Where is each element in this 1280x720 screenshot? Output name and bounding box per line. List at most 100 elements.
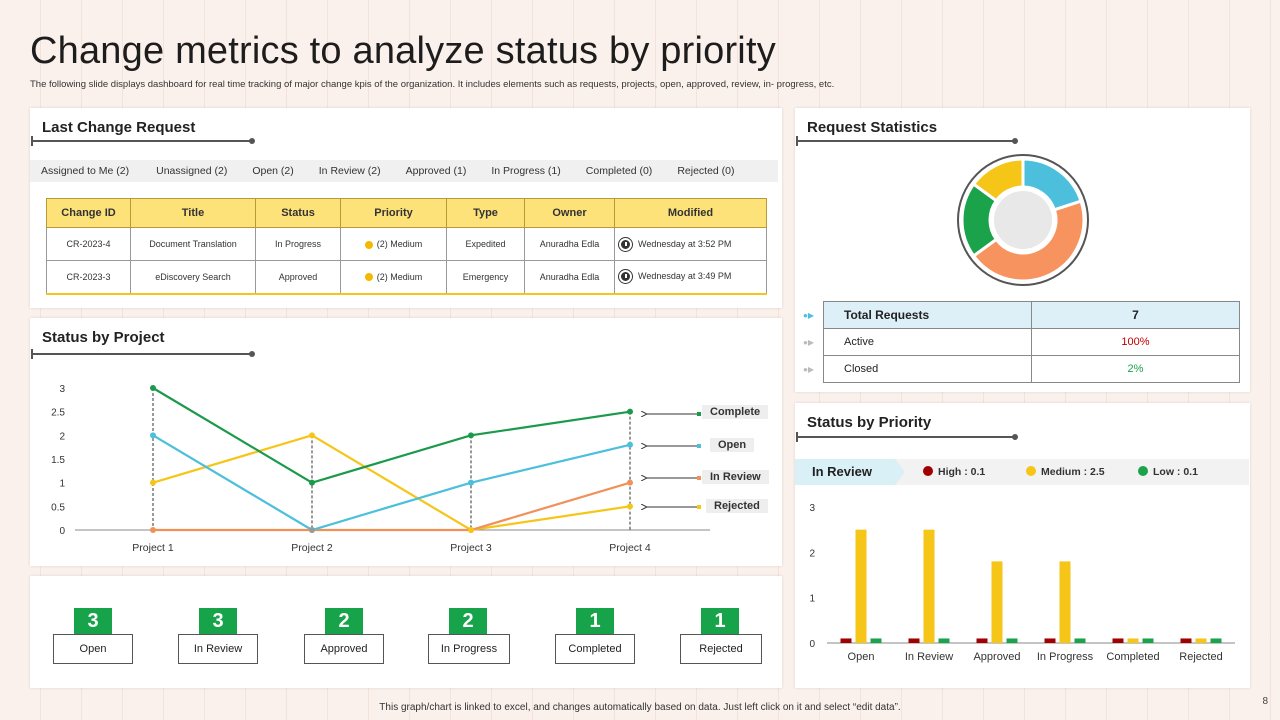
priority-label: (2) Medium bbox=[376, 239, 423, 249]
tab-assigned-to-me[interactable]: Assigned to Me (2) bbox=[41, 165, 130, 177]
low-dot-icon bbox=[1138, 466, 1148, 476]
bar-low bbox=[1210, 638, 1222, 643]
data-point bbox=[150, 385, 156, 391]
table-header-row: Change ID Title Status Priority Type Own… bbox=[46, 198, 767, 228]
data-point bbox=[150, 432, 156, 439]
table-row[interactable]: CR-2023-3 eDiscovery Search Approved (2)… bbox=[46, 260, 767, 295]
data-point bbox=[150, 527, 156, 533]
y-tick-label: 0 bbox=[809, 639, 815, 650]
col-change-id[interactable]: Change ID bbox=[46, 198, 131, 228]
bar-low bbox=[938, 638, 950, 643]
status-tiles-panel: 3 Open 3 In Review 2 Approved 2 In Progr… bbox=[30, 576, 782, 688]
cell-title: Document Translation bbox=[130, 227, 256, 261]
page-title: Change metrics to analyze status by prio… bbox=[30, 30, 776, 72]
callout-rejected: Rejected bbox=[706, 499, 768, 513]
x-tick-label: Completed bbox=[1106, 651, 1159, 663]
status-by-priority-title: Status by Priority bbox=[807, 414, 932, 431]
active-label: Active bbox=[823, 328, 1032, 356]
priority-tag[interactable]: In Review bbox=[795, 459, 905, 485]
data-point bbox=[309, 527, 315, 533]
callout-marker bbox=[697, 412, 701, 416]
bar-high bbox=[840, 638, 852, 643]
col-priority[interactable]: Priority bbox=[340, 198, 447, 228]
legend-label: High : 0.1 bbox=[938, 466, 986, 478]
bar-low bbox=[1074, 638, 1086, 643]
bar-medium bbox=[855, 529, 867, 643]
y-tick-label: 1 bbox=[809, 594, 815, 605]
legend-label: Low : 0.1 bbox=[1153, 466, 1198, 478]
col-modified[interactable]: Modified bbox=[614, 198, 767, 228]
bar-low bbox=[870, 638, 882, 643]
cell-change-id: CR-2023-3 bbox=[46, 260, 131, 295]
tab-in-review[interactable]: In Review (2) bbox=[318, 165, 381, 177]
page-subtitle: The following slide displays dashboard f… bbox=[30, 79, 835, 90]
clock-icon bbox=[618, 269, 633, 285]
donut-hole bbox=[994, 191, 1052, 249]
cell-status: In Progress bbox=[255, 227, 341, 261]
cell-change-id: CR-2023-4 bbox=[46, 227, 131, 261]
title-underline bbox=[796, 432, 1018, 442]
cell-modified: Wednesday at 3:52 PM bbox=[614, 227, 767, 261]
x-tick-label: In Review bbox=[905, 651, 953, 663]
priority-label: (2) Medium bbox=[376, 271, 423, 282]
cell-title: eDiscovery Search bbox=[130, 260, 256, 295]
legend-label: Medium : 2.5 bbox=[1041, 466, 1105, 478]
table-row: Closed 2% bbox=[823, 355, 1240, 383]
series-line-complete bbox=[152, 387, 631, 484]
tab-completed[interactable]: Completed (0) bbox=[585, 165, 653, 177]
col-owner[interactable]: Owner bbox=[524, 198, 615, 228]
tab-open[interactable]: Open (2) bbox=[252, 165, 294, 177]
tab-in-progress[interactable]: In Progress (1) bbox=[491, 165, 561, 177]
y-tick-label: 3 bbox=[809, 503, 815, 514]
callout-in-review: In Review bbox=[702, 470, 769, 484]
tab-approved[interactable]: Approved (1) bbox=[405, 165, 467, 177]
data-point bbox=[627, 479, 633, 486]
y-tick-label: 2 bbox=[809, 548, 815, 559]
cell-owner: Anuradha Edla bbox=[524, 227, 615, 261]
series-line-in-review bbox=[153, 481, 631, 532]
status-by-project-title: Status by Project bbox=[42, 329, 165, 346]
col-title[interactable]: Title bbox=[130, 198, 256, 228]
closed-label: Closed bbox=[823, 355, 1032, 383]
data-point bbox=[627, 408, 633, 415]
col-status[interactable]: Status bbox=[255, 198, 341, 228]
request-tabs: Assigned to Me (2) Unassigned (2) Open (… bbox=[30, 160, 778, 182]
y-tick-label: 2.5 bbox=[51, 408, 65, 419]
callout-complete: Complete bbox=[702, 405, 769, 419]
title-underline bbox=[31, 349, 255, 359]
tile-label: In Progress bbox=[428, 634, 510, 664]
bar-high bbox=[1112, 638, 1124, 643]
tile-label: Approved bbox=[304, 634, 384, 664]
series-line-rejected bbox=[152, 434, 631, 532]
y-tick-label: 2 bbox=[59, 431, 65, 442]
table-row[interactable]: CR-2023-4 Document Translation In Progre… bbox=[46, 227, 767, 261]
x-tick-label: Project 2 bbox=[291, 542, 333, 554]
tile-value: 2 bbox=[325, 608, 363, 634]
data-point bbox=[627, 503, 633, 510]
cell-status: Approved bbox=[255, 260, 341, 295]
table-row: Active 100% bbox=[823, 328, 1240, 356]
tab-rejected[interactable]: Rejected (0) bbox=[677, 165, 735, 177]
x-tick-label: In Progress bbox=[1037, 651, 1094, 663]
request-statistics-title: Request Statistics bbox=[807, 119, 938, 136]
tile-label: Rejected bbox=[680, 634, 762, 664]
modified-label: Wednesday at 3:49 PM bbox=[638, 271, 732, 282]
series-line-open bbox=[152, 434, 631, 532]
cell-modified: Wednesday at 3:49 PM bbox=[614, 260, 767, 295]
tab-unassigned[interactable]: Unassigned (2) bbox=[156, 165, 228, 177]
x-tick-label: Open bbox=[848, 651, 875, 663]
footer-note: This graph/chart is linked to excel, and… bbox=[379, 702, 901, 713]
tile-label: Completed bbox=[555, 634, 635, 664]
total-requests-label: Total Requests bbox=[823, 301, 1032, 329]
medium-dot-icon bbox=[1026, 466, 1036, 476]
bar-medium bbox=[1127, 638, 1139, 643]
col-type[interactable]: Type bbox=[446, 198, 525, 228]
bar-medium bbox=[991, 561, 1003, 643]
tile-value: 2 bbox=[449, 608, 487, 634]
cell-priority: (2) Medium bbox=[340, 260, 447, 295]
active-value: 100% bbox=[1031, 328, 1240, 356]
legend-medium: Medium : 2.5 bbox=[1026, 466, 1105, 478]
bar-medium bbox=[1195, 638, 1207, 643]
high-dot-icon bbox=[923, 466, 933, 476]
status-by-project-chart: 0 0.5 1 1.5 2 2.5 3 Project 1 Project 2 Project 3… bbox=[51, 384, 710, 554]
